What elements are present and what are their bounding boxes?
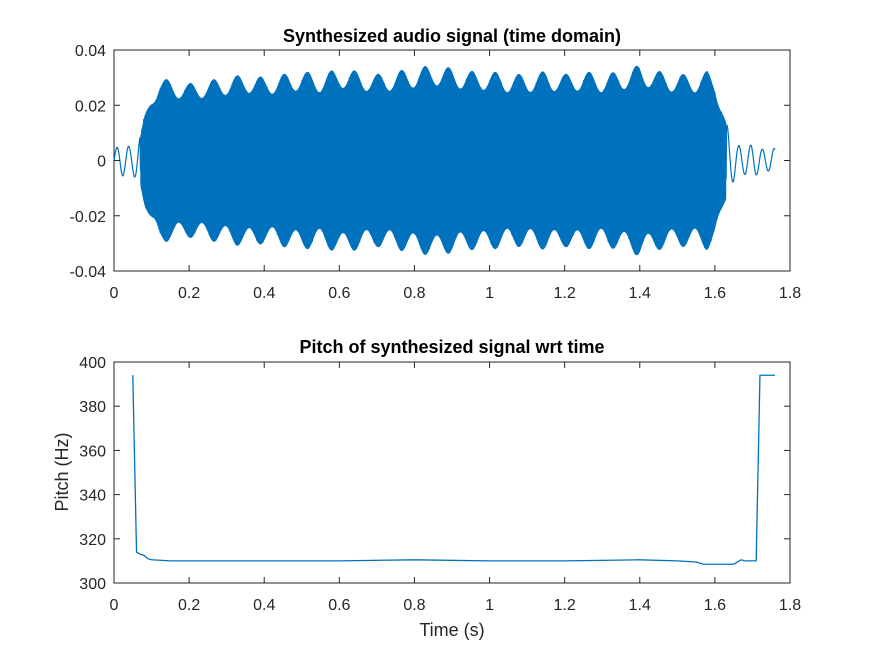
signal-x-tick-label: 0.8 <box>403 285 425 302</box>
pitch-x-tick-label: 1.8 <box>779 597 801 614</box>
pitch-x-tick-label: 1.2 <box>554 597 576 614</box>
pitch-y-tick-label: 380 <box>79 399 106 416</box>
pitch-x-axis-label: Time (s) <box>419 620 484 640</box>
signal-x-tick-label: 1.2 <box>554 285 576 302</box>
pitch-x-ticks: 0 0.2 0.4 0.6 0.8 1 1.2 1.4 1.6 1.8 <box>110 362 801 614</box>
signal-waveform-group <box>113 65 776 256</box>
pitch-y-tick-label: 400 <box>79 355 106 372</box>
pitch-x-tick-label: 0.2 <box>178 597 200 614</box>
signal-x-ticks: 0 0.2 0.4 0.6 0.8 1 1.2 1.4 1.6 1.8 <box>110 50 801 302</box>
signal-chart-title: Synthesized audio signal (time domain) <box>283 26 621 46</box>
signal-x-tick-label: 1.8 <box>779 285 801 302</box>
pitch-y-axis-label: Pitch (Hz) <box>52 432 72 511</box>
pitch-y-tick-label: 360 <box>79 443 106 460</box>
pitch-chart-title: Pitch of synthesized signal wrt time <box>299 337 604 357</box>
pitch-y-ticks: 300 320 340 360 380 400 <box>79 355 790 593</box>
signal-x-tick-label: 0 <box>110 285 119 302</box>
pitch-series-line <box>132 374 775 565</box>
pitch-y-tick-label: 340 <box>79 488 106 505</box>
signal-x-tick-label: 1.6 <box>704 285 726 302</box>
signal-x-tick-label: 1 <box>485 285 494 302</box>
signal-x-tick-label: 0.4 <box>253 285 275 302</box>
pitch-x-tick-label: 1.6 <box>704 597 726 614</box>
signal-y-tick-label: -0.04 <box>70 264 107 281</box>
pitch-x-tick-label: 1 <box>485 597 494 614</box>
pitch-axes: 0 0.2 0.4 0.6 0.8 1 1.2 1.4 1.6 1.8 3003203403603… <box>52 337 801 640</box>
signal-x-tick-label: 0.6 <box>328 285 350 302</box>
pitch-plot-area <box>113 361 791 584</box>
signal-x-tick-label: 1.4 <box>629 285 651 302</box>
pitch-line-group <box>132 374 775 565</box>
pitch-x-tick-label: 0.8 <box>403 597 425 614</box>
pitch-y-tick-label: 300 <box>79 576 106 593</box>
pitch-x-tick-label: 0.6 <box>328 597 350 614</box>
pitch-x-tick-label: 1.4 <box>629 597 651 614</box>
signal-y-ticks: -0.04 -0.02 0 0.02 0.04 <box>70 43 790 281</box>
signal-y-tick-label: -0.02 <box>70 209 107 226</box>
signal-y-tick-label: 0 <box>97 154 106 171</box>
pitch-x-tick-label: 0 <box>110 597 119 614</box>
signal-y-tick-label: 0.04 <box>75 43 106 60</box>
signal-y-tick-label: 0.02 <box>75 98 106 115</box>
signal-axes: 0 0.2 0.4 0.6 0.8 1 1.2 1.4 1.6 1.8 -0.04 -0.02 0 0.… <box>70 26 802 302</box>
signal-x-tick-label: 0.2 <box>178 285 200 302</box>
pitch-y-tick-label: 320 <box>79 532 106 549</box>
pitch-x-tick-label: 0.4 <box>253 597 275 614</box>
signal-waveform-fill <box>140 65 727 256</box>
